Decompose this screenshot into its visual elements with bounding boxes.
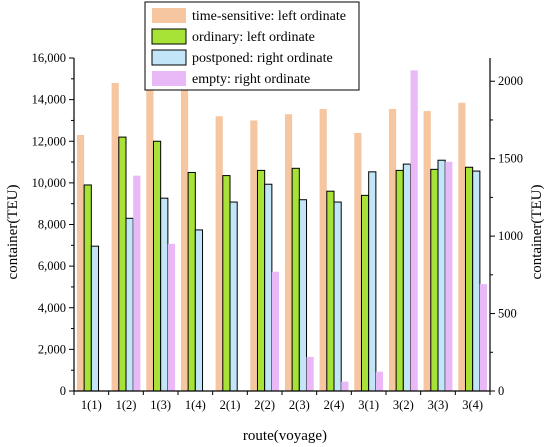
legend-swatch	[151, 28, 187, 45]
bar-series-2-3(3)	[430, 168, 439, 392]
right-tick-label: 0	[498, 384, 504, 398]
right-tick-label: 1000	[498, 229, 523, 243]
bars-layer	[76, 70, 488, 392]
left-tick-label: 8,000	[38, 218, 66, 232]
bar-series-2-2(3)	[291, 167, 300, 392]
left-tick-label: 10,000	[32, 176, 66, 190]
bar-series-1-3(2)	[388, 108, 397, 392]
bar-series-2-1(2)	[118, 136, 127, 392]
bar-series-2-1(1)	[83, 184, 92, 392]
legend: time-sensitive: left ordinate ordinary: l…	[144, 1, 360, 91]
x-tick-label: 2(4)	[324, 398, 345, 412]
bar-series-4-2(2)	[271, 271, 280, 391]
left-tick-label: 14,000	[32, 93, 66, 107]
bar-series-2-2(4)	[326, 190, 335, 392]
bar-series-3-1(4)	[194, 229, 204, 392]
left-tick-label: 0	[60, 384, 66, 398]
right-y-axis-title: container(TEU)	[529, 185, 545, 280]
right-tick-label: 1500	[498, 152, 523, 166]
bar-series-3-3(2)	[402, 163, 412, 392]
legend-swatch	[151, 49, 187, 66]
bar-series-3-2(1)	[229, 201, 238, 392]
bar-series-3-2(3)	[298, 199, 308, 392]
bar-series-1-1(3)	[146, 70, 154, 392]
legend-label: ordinary: left ordinate	[192, 30, 315, 45]
x-tick-label: 3(2)	[393, 398, 414, 412]
bar-series-2-3(2)	[395, 169, 404, 392]
bar-series-4-2(4)	[341, 381, 349, 391]
left-tick-label: 4,000	[38, 301, 66, 315]
bar-series-3-3(1)	[368, 171, 377, 392]
legend-swatch	[152, 71, 186, 86]
bar-series-1-3(1)	[354, 132, 362, 391]
legend-label: time-sensitive: left ordinate	[192, 9, 346, 24]
bar-series-4-1(2)	[133, 175, 141, 391]
left-y-axis-title: container(TEU)	[5, 185, 21, 280]
ticks-layer: 0 2,000 4,000 6,000 8,000 10,000 12,000 14,000 1…	[32, 51, 523, 412]
bar-series-1-2(4)	[319, 108, 327, 392]
bar-series-4-3(1)	[375, 371, 384, 391]
bar-series-1-3(4)	[458, 102, 466, 391]
x-tick-label: 2(2)	[254, 398, 275, 412]
bar-series-2-1(4)	[187, 171, 196, 392]
bar-series-3-3(3)	[437, 159, 446, 392]
x-tick-label: 2(3)	[289, 398, 310, 412]
x-tick-label: 2(1)	[220, 398, 241, 412]
bar-series-3-3(4)	[472, 170, 481, 392]
x-tick-label: 1(4)	[185, 398, 206, 412]
bar-series-3-1(3)	[160, 197, 169, 392]
bar-series-2-2(2)	[256, 169, 266, 392]
bar-series-3-2(4)	[333, 201, 342, 392]
legend-swatch	[152, 8, 186, 23]
bar-series-1-1(4)	[180, 76, 189, 391]
bar-series-2-1(3)	[152, 140, 162, 392]
right-tick-label: 2000	[498, 74, 523, 88]
bar-series-1-3(3)	[423, 111, 431, 391]
x-tick-label: 1(3)	[150, 398, 171, 412]
bar-series-4-3(3)	[445, 161, 453, 391]
x-tick-label: 3(3)	[428, 398, 449, 412]
legend-label: empty: right ordinate	[192, 72, 310, 87]
bar-series-4-1(3)	[167, 243, 176, 391]
right-tick-label: 500	[498, 307, 517, 321]
bar-series-3-1(1)	[90, 245, 100, 392]
bar-series-2-3(1)	[360, 194, 370, 392]
left-tick-label: 6,000	[38, 259, 66, 273]
bar-series-4-2(3)	[306, 356, 314, 391]
bar-series-1-2(2)	[250, 120, 258, 391]
left-tick-label: 12,000	[32, 134, 66, 148]
left-tick-label: 16,000	[32, 51, 66, 65]
bar-series-1-1(2)	[111, 82, 119, 391]
bar-series-3-2(2)	[264, 183, 273, 392]
bar-series-3-1(2)	[125, 217, 134, 392]
x-axis-title: route(voyage)	[243, 428, 327, 444]
x-tick-label: 3(4)	[462, 398, 483, 412]
left-tick-label: 2,000	[38, 342, 66, 356]
bar-series-4-3(4)	[479, 284, 488, 391]
bar-series-2-2(1)	[222, 175, 231, 392]
x-tick-label: 3(1)	[358, 398, 379, 412]
legend-label: postponed: right ordinate	[192, 51, 333, 66]
x-tick-label: 1(1)	[81, 398, 102, 412]
bar-series-1-2(1)	[215, 116, 223, 391]
bar-series-1-1(1)	[76, 135, 85, 391]
bar-series-1-2(3)	[284, 114, 293, 391]
x-tick-label: 1(2)	[116, 398, 137, 412]
bar-series-4-3(2)	[410, 70, 418, 391]
bar-series-2-3(4)	[464, 166, 474, 392]
